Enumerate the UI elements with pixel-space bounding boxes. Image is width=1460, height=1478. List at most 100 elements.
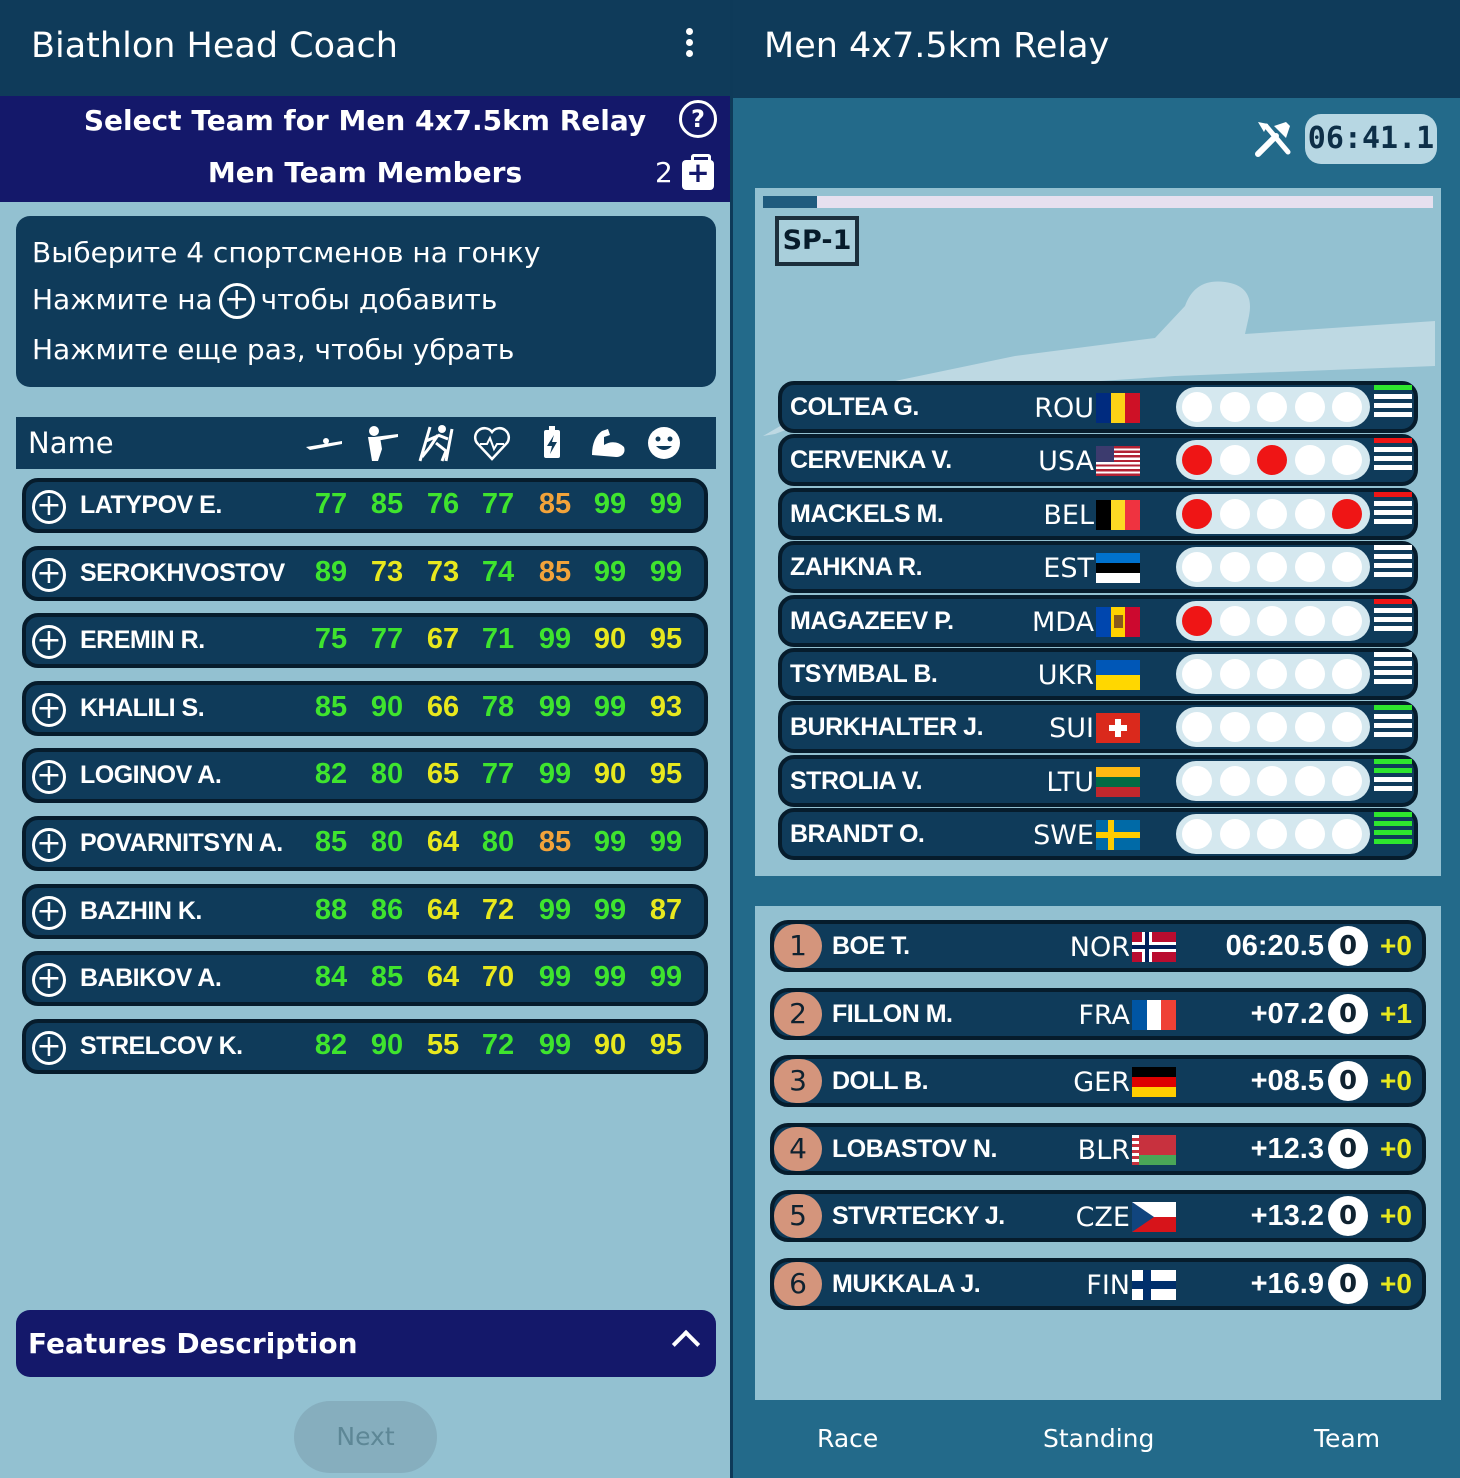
athlete-stat: 82: [314, 758, 348, 791]
help-icon[interactable]: ?: [679, 100, 717, 138]
est-flag-icon: [1096, 553, 1140, 584]
athlete-stat: 85: [314, 826, 348, 858]
race-time: +13.2: [1250, 1200, 1324, 1233]
athlete-name: POVARNITSYN A.: [80, 829, 283, 857]
athlete-name: BOE T.: [832, 932, 910, 960]
shooter-row: TSYMBAL B. UKR: [778, 648, 1418, 700]
tab-team[interactable]: Team: [1314, 1424, 1381, 1453]
app-bar: Biathlon Head Coach: [0, 0, 730, 96]
add-athlete-icon[interactable]: +: [32, 625, 66, 660]
race-time: +08.5: [1250, 1065, 1324, 1098]
standing-row[interactable]: 5 STVRTECKY J. CZE +13.2 0 +0: [770, 1190, 1426, 1243]
target-open: [1294, 445, 1325, 476]
athlete-stat: 85: [538, 488, 572, 520]
rank-badge: 6: [774, 1262, 822, 1306]
shooter-country: UKR: [1037, 660, 1094, 691]
athlete-stat: 95: [649, 1028, 683, 1061]
athlete-row[interactable]: + EREMIN R. 75 77 67 71 99 90 95: [22, 613, 708, 669]
next-button[interactable]: Next: [294, 1401, 437, 1473]
standing-shooter-icon[interactable]: [360, 423, 400, 463]
race-time: +12.3: [1250, 1132, 1324, 1165]
shooter-name: TSYMBAL B.: [790, 660, 938, 688]
target-open: [1182, 552, 1212, 583]
target-open: [1294, 659, 1325, 689]
more-options-icon[interactable]: [680, 28, 698, 62]
skier-icon[interactable]: [416, 423, 456, 463]
athlete-stat: 90: [593, 758, 627, 791]
penalty-count: +0: [1380, 1132, 1412, 1164]
athlete-stat: 88: [314, 893, 348, 926]
shooter-name: CERVENKA V.: [790, 446, 952, 475]
smiley-icon[interactable]: [644, 423, 684, 463]
rank-badge: 1: [774, 924, 822, 968]
standing-row[interactable]: 1 BOE T. NOR 06:20.5 0 +0: [770, 920, 1426, 972]
penalty-count: +1: [1380, 997, 1412, 1029]
shooter-row: MACKELS M. BEL: [778, 487, 1418, 540]
athlete-stat: 55: [426, 1028, 460, 1061]
standing-row[interactable]: 2 FILLON M. FRA +07.2 0 +1: [770, 987, 1426, 1040]
shooter-country: MDA: [1032, 606, 1095, 638]
rank-badge: 3: [774, 1059, 822, 1104]
standing-row[interactable]: 6 MUKKALA J. FIN +16.9 0 +0: [770, 1258, 1426, 1310]
athlete-stat: 77: [370, 623, 404, 656]
athlete-country: CZE: [1075, 1202, 1130, 1234]
athlete-stat: 72: [481, 1028, 515, 1061]
athlete-row[interactable]: + BAZHIN K. 88 86 64 72 99 99 87: [22, 883, 708, 939]
race-progress-fill: [763, 196, 817, 208]
medical-kit-icon[interactable]: [682, 154, 714, 190]
add-athlete-icon[interactable]: +: [32, 828, 66, 862]
name-column-header[interactable]: Name: [28, 426, 114, 460]
target-open: [1219, 552, 1250, 583]
add-athlete-icon[interactable]: +: [32, 692, 66, 727]
tab-standing[interactable]: Standing: [1043, 1424, 1155, 1453]
athlete-stat: 80: [370, 826, 404, 858]
standing-row[interactable]: 3 DOLL B. GER +08.5 0 +0: [770, 1055, 1426, 1108]
tools-icon[interactable]: [1252, 118, 1294, 160]
athlete-stat: 65: [426, 758, 460, 791]
target-hit: [1182, 498, 1212, 529]
athlete-name: LOGINOV A.: [80, 761, 222, 790]
athlete-stat: 85: [370, 488, 404, 520]
ger-flag-icon: [1132, 1067, 1176, 1098]
race-timer: 06:41.1: [1305, 114, 1437, 164]
athlete-name: SEROKHVOSTOV: [80, 558, 285, 587]
rank-badge: 5: [774, 1194, 822, 1239]
athlete-row[interactable]: + KHALILI S. 85 90 66 78 99 99 93: [22, 680, 708, 736]
penalty-count: +0: [1380, 1200, 1412, 1232]
chevron-up-icon[interactable]: [671, 1329, 701, 1359]
athlete-row[interactable]: + LOGINOV A. 82 80 65 77 99 90 95: [22, 748, 708, 804]
athlete-name: MUKKALA J.: [832, 1270, 981, 1298]
add-athlete-icon[interactable]: +: [32, 760, 66, 795]
athlete-row[interactable]: + SEROKHVOSTOV 89 73 73 74 85 99 99: [22, 545, 708, 601]
add-athlete-icon[interactable]: +: [32, 895, 66, 930]
standing-row[interactable]: 4 LOBASTOV N. BLR +12.3 0 +0: [770, 1122, 1426, 1175]
prone-rifle-icon[interactable]: [304, 423, 344, 463]
target-open: [1294, 819, 1325, 850]
athlete-stat: 64: [426, 826, 460, 858]
athlete-row[interactable]: + LATYPOV E. 77 85 76 77 85 99 99: [22, 478, 708, 533]
battery-icon[interactable]: [532, 423, 572, 463]
fin-flag-icon: [1132, 1270, 1176, 1300]
target-open: [1182, 659, 1212, 689]
athlete-row[interactable]: + BABIKOV A. 84 85 64 70 99 99 99: [22, 951, 708, 1007]
target-open: [1182, 765, 1212, 796]
add-athlete-icon[interactable]: +: [32, 963, 66, 998]
athlete-row[interactable]: + STRELCOV K. 82 90 55 72 99 90 95: [22, 1018, 708, 1074]
shooter-country: EST: [1043, 553, 1094, 585]
features-description-panel[interactable]: Features Description: [16, 1310, 716, 1377]
athlete-name: EREMIN R.: [80, 626, 205, 655]
add-athlete-icon[interactable]: +: [32, 1030, 66, 1065]
add-athlete-icon[interactable]: +: [32, 557, 66, 592]
tab-race[interactable]: Race: [817, 1424, 879, 1453]
sui-flag-icon: [1096, 713, 1140, 744]
heart-icon[interactable]: [472, 423, 512, 463]
add-athlete-icon[interactable]: +: [32, 490, 66, 524]
shooter-name: MACKELS M.: [790, 499, 944, 528]
athlete-row[interactable]: + POVARNITSYN A. 85 80 64 80 85 99 99: [22, 816, 708, 871]
shooting-targets: [1176, 493, 1370, 534]
misses-count: 0: [1328, 993, 1368, 1034]
muscle-icon[interactable]: [588, 423, 628, 463]
instruction-line-2-end: чтобы добавить: [260, 283, 498, 316]
shooter-name: BRANDT O.: [790, 820, 925, 849]
athlete-country: GER: [1073, 1067, 1130, 1099]
